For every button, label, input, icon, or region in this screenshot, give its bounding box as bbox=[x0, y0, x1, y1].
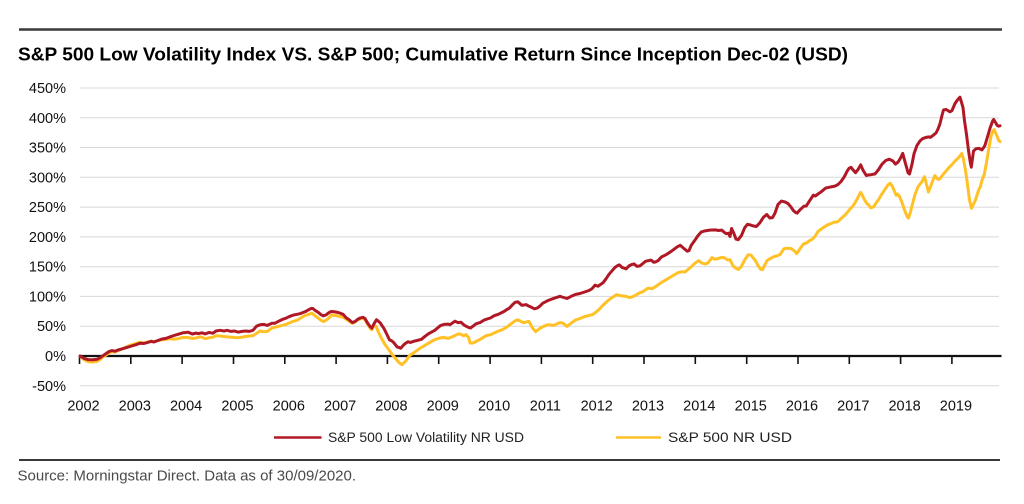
svg-text:2004: 2004 bbox=[170, 399, 202, 415]
svg-text:200%: 200% bbox=[29, 230, 66, 246]
svg-text:2003: 2003 bbox=[119, 399, 151, 415]
svg-text:2012: 2012 bbox=[581, 399, 613, 415]
svg-text:2006: 2006 bbox=[273, 399, 305, 415]
svg-text:250%: 250% bbox=[29, 200, 66, 216]
svg-text:S&P 500 NR USD: S&P 500 NR USD bbox=[668, 430, 792, 445]
svg-text:S&P 500 Low Volatility Index V: S&P 500 Low Volatility Index VS. S&P 500… bbox=[18, 45, 848, 65]
svg-text:S&P 500 Low Volatility NR USD: S&P 500 Low Volatility NR USD bbox=[328, 430, 524, 445]
svg-text:2008: 2008 bbox=[375, 399, 407, 415]
svg-text:350%: 350% bbox=[29, 141, 66, 157]
svg-text:450%: 450% bbox=[29, 81, 66, 97]
svg-text:2018: 2018 bbox=[888, 399, 920, 415]
svg-text:2009: 2009 bbox=[427, 399, 459, 415]
svg-text:300%: 300% bbox=[29, 170, 66, 186]
svg-text:100%: 100% bbox=[29, 289, 66, 305]
svg-text:2005: 2005 bbox=[221, 399, 253, 415]
svg-text:2010: 2010 bbox=[478, 399, 510, 415]
svg-text:2013: 2013 bbox=[632, 399, 664, 415]
svg-text:-50%: -50% bbox=[32, 379, 66, 395]
svg-text:0%: 0% bbox=[45, 349, 66, 365]
svg-text:2014: 2014 bbox=[683, 399, 715, 415]
svg-text:400%: 400% bbox=[29, 111, 66, 127]
svg-text:2019: 2019 bbox=[940, 399, 972, 415]
svg-text:50%: 50% bbox=[37, 319, 66, 335]
svg-text:2011: 2011 bbox=[530, 399, 561, 415]
svg-text:2016: 2016 bbox=[786, 399, 818, 415]
svg-text:2015: 2015 bbox=[735, 399, 767, 415]
svg-text:2002: 2002 bbox=[67, 399, 99, 415]
svg-text:2017: 2017 bbox=[837, 399, 869, 415]
svg-text:Source: Morningstar Direct. Da: Source: Morningstar Direct. Data as of 3… bbox=[18, 468, 357, 485]
svg-text:150%: 150% bbox=[29, 260, 66, 276]
svg-text:2007: 2007 bbox=[324, 399, 356, 415]
